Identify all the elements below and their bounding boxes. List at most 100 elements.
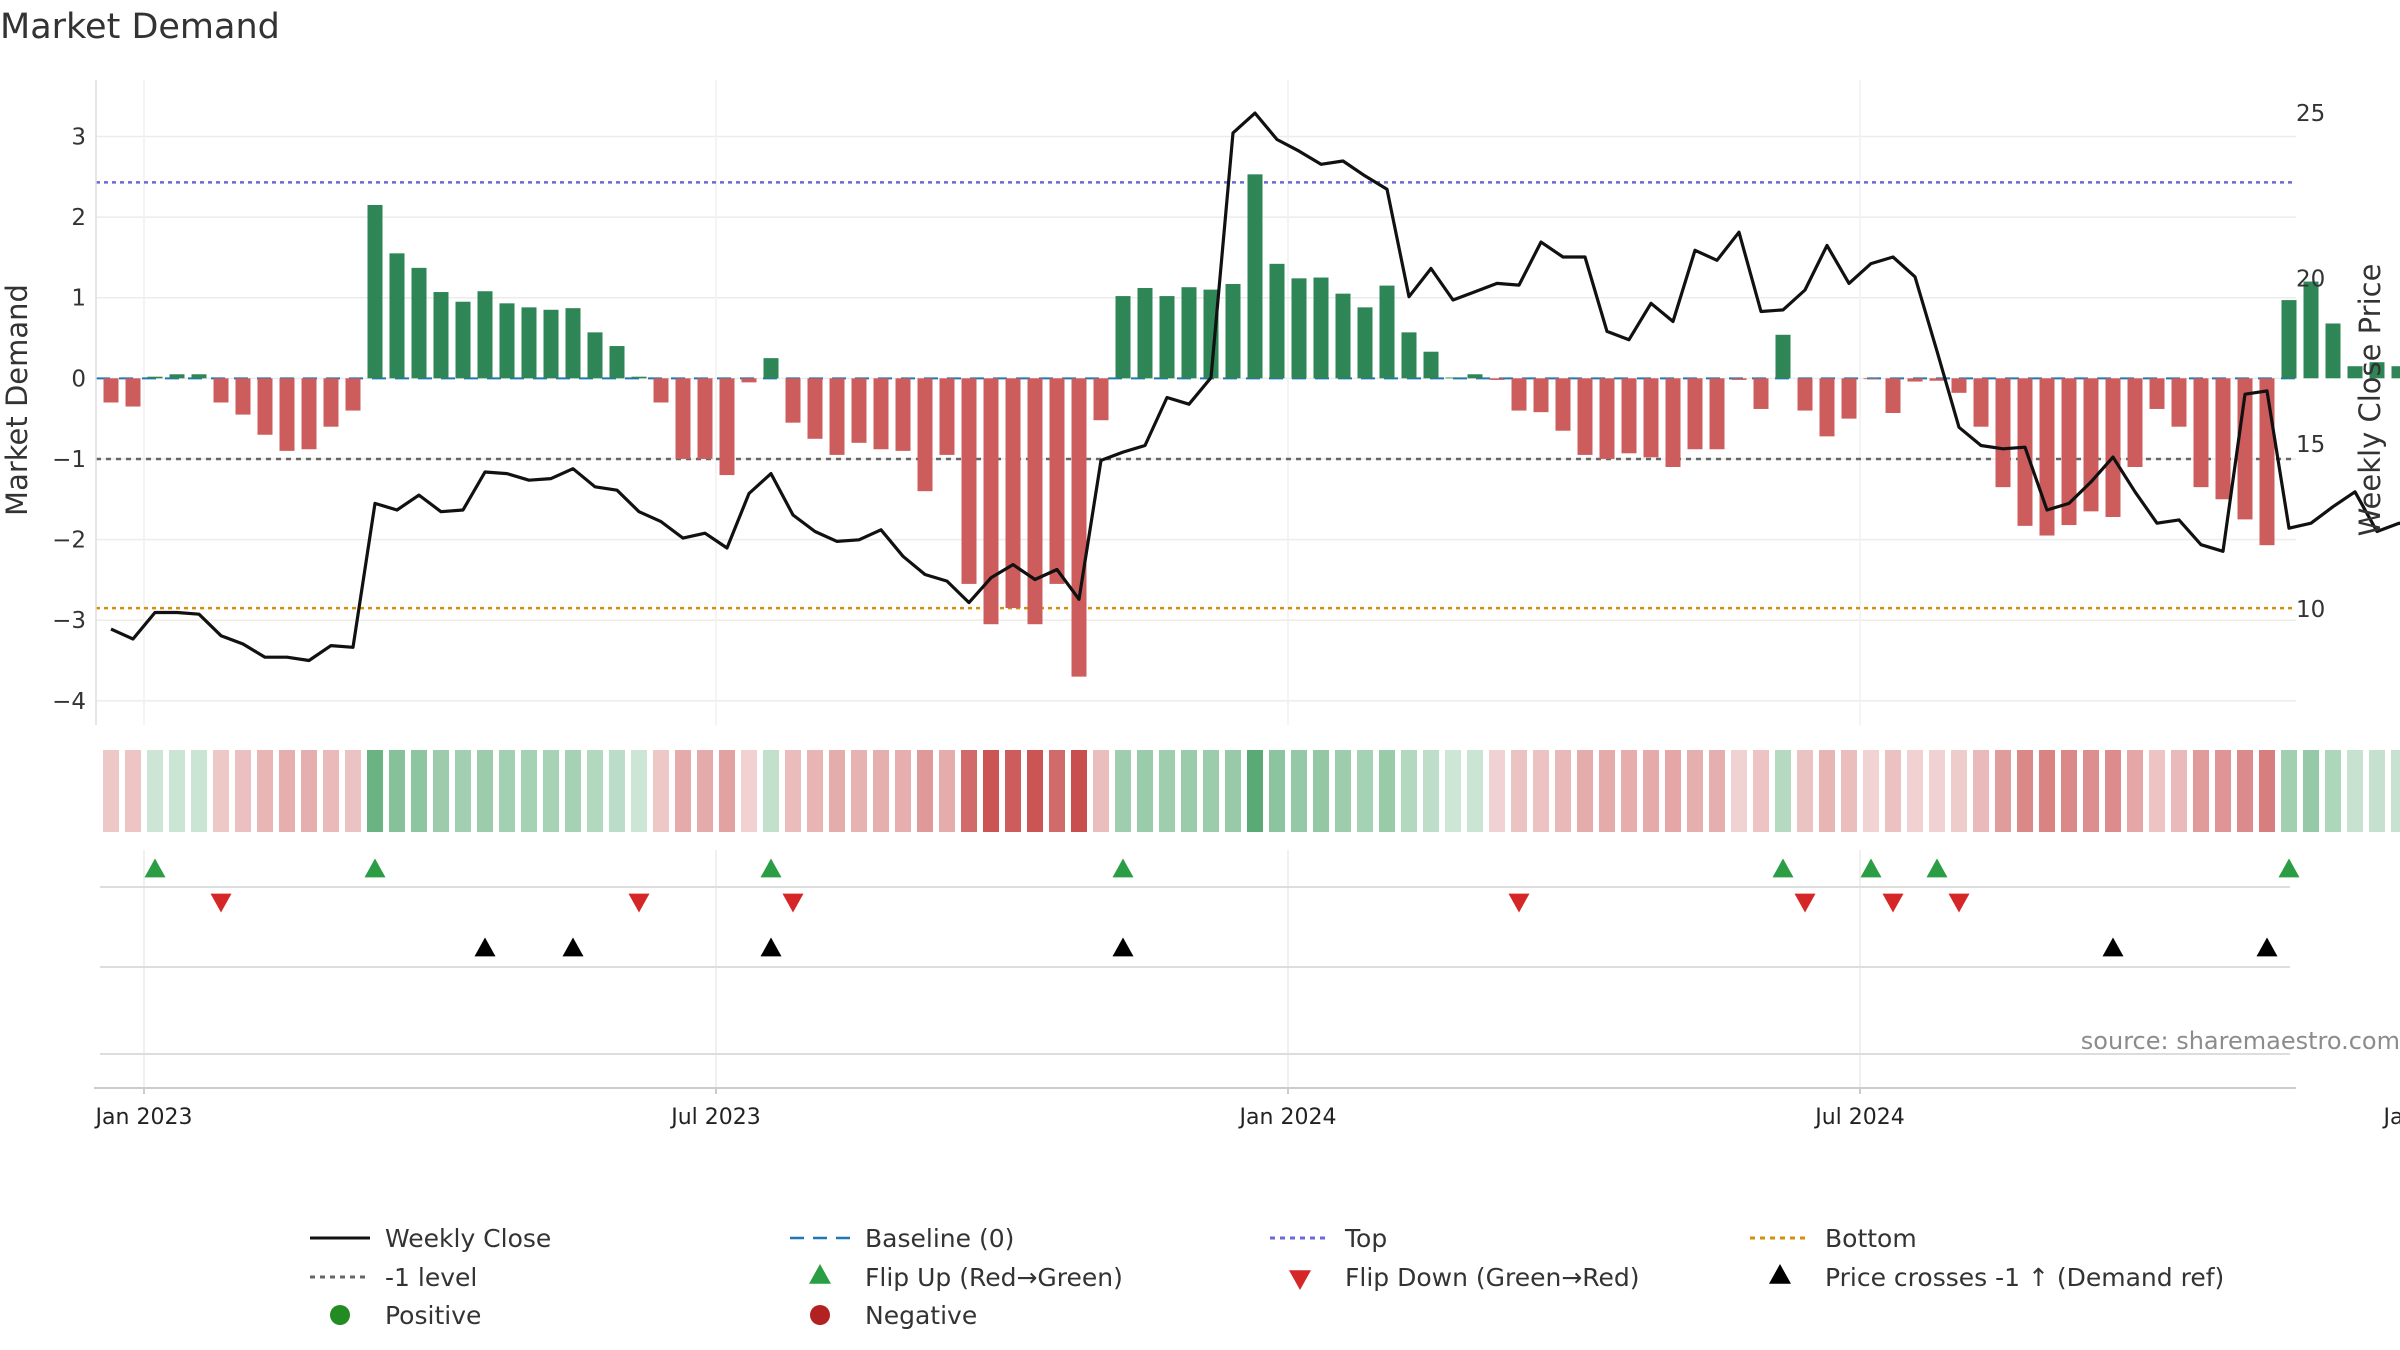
- bar-positive: [1225, 283, 1241, 379]
- heat-cell-negative: [1599, 750, 1615, 832]
- legend-label: -1 level: [385, 1263, 477, 1292]
- bar-positive: [2303, 281, 2319, 379]
- bar-negative: [675, 378, 691, 459]
- heat-cell-positive: [1269, 750, 1285, 832]
- flip-down-marker: [1794, 893, 1816, 913]
- bar-negative: [1753, 378, 1769, 409]
- x-tick-label: Jan 2025: [2382, 1105, 2400, 1130]
- heat-cell-positive: [1467, 750, 1483, 832]
- heat-cell-negative: [1027, 750, 1043, 832]
- bar-negative: [2171, 378, 2187, 427]
- weekly-close-line: [110, 111, 2400, 663]
- y-tick-right: 10: [2296, 597, 2325, 623]
- bar-negative: [1027, 378, 1043, 625]
- cross-marker: [474, 937, 496, 957]
- bar-negative: [1907, 378, 1923, 382]
- legend-label: Positive: [385, 1301, 481, 1330]
- heat-cell-negative: [2237, 750, 2253, 832]
- heat-cell-negative: [741, 750, 757, 832]
- heat-cell-negative: [983, 750, 999, 832]
- y-axis-left-label: Market Demand: [0, 284, 34, 516]
- bar-positive: [2325, 323, 2341, 379]
- heat-cell-negative: [2061, 750, 2077, 832]
- heat-cell-negative: [1731, 750, 1747, 832]
- heat-cell-positive: [1379, 750, 1395, 832]
- bar-negative: [1071, 378, 1087, 677]
- flip-down-marker: [1508, 893, 1530, 913]
- heat-cell-negative: [2193, 750, 2209, 832]
- legend-item-minus_one: -1 level: [310, 1263, 477, 1292]
- heat-cell-negative: [807, 750, 823, 832]
- heat-cell-negative: [675, 750, 691, 832]
- bar-negative: [1665, 378, 1681, 467]
- bar-positive: [1775, 334, 1791, 379]
- bar-negative: [2039, 378, 2055, 536]
- legend-label: Price crosses -1 ↑ (Demand ref): [1825, 1263, 2224, 1292]
- heat-cell-positive: [367, 750, 383, 832]
- bar-negative: [2105, 378, 2121, 517]
- heat-cell-negative: [279, 750, 295, 832]
- bar-negative: [1093, 378, 1109, 421]
- heat-cell-negative: [961, 750, 977, 832]
- heat-cell-negative: [1797, 750, 1813, 832]
- heat-cell-positive: [609, 750, 625, 832]
- bar-negative: [1797, 378, 1813, 411]
- heat-cell-negative: [697, 750, 713, 832]
- bar-negative: [125, 378, 141, 407]
- flip-up-marker: [144, 858, 166, 878]
- bar-negative: [1049, 378, 1065, 584]
- heat-cell-negative: [719, 750, 735, 832]
- heat-cell-positive: [1313, 750, 1329, 832]
- flip-up-marker: [1860, 858, 1882, 878]
- heat-cell-negative: [257, 750, 273, 832]
- bar-negative: [235, 378, 251, 415]
- heat-cell-positive: [1401, 750, 1417, 832]
- bar-negative: [1599, 378, 1615, 459]
- legend-item-cross: Price crosses -1 ↑ (Demand ref): [1769, 1263, 2224, 1292]
- heat-cell-positive: [499, 750, 515, 832]
- legend-swatch: [1289, 1270, 1311, 1290]
- bar-negative: [2127, 378, 2143, 467]
- bar-positive: [2369, 362, 2385, 379]
- legend-label: Flip Up (Red→Green): [865, 1263, 1123, 1292]
- heat-cell-positive: [2303, 750, 2319, 832]
- heat-cell-positive: [565, 750, 581, 832]
- heat-cell-negative: [1885, 750, 1901, 832]
- heat-cell-negative: [1533, 750, 1549, 832]
- cross-marker: [2102, 937, 2124, 957]
- y-tick-left: −1: [52, 447, 86, 473]
- bar-positive: [763, 358, 779, 379]
- heat-cell-negative: [2259, 750, 2275, 832]
- chart-title: Market Demand: [0, 7, 280, 47]
- bar-negative: [2259, 378, 2275, 546]
- heat-cell-negative: [213, 750, 229, 832]
- signal-markers: [94, 858, 2300, 1089]
- heat-cell-negative: [2215, 750, 2231, 832]
- heat-cell-positive: [455, 750, 471, 832]
- heat-cell-negative: [1093, 750, 1109, 832]
- bar-negative: [2061, 378, 2077, 526]
- heat-cell-negative: [785, 750, 801, 832]
- y-tick-left: 1: [71, 286, 86, 312]
- bar-negative: [213, 378, 229, 403]
- heat-cell-positive: [477, 750, 493, 832]
- heat-cell-positive: [1357, 750, 1373, 832]
- bar-negative: [1709, 378, 1725, 450]
- heat-cell-positive: [1775, 750, 1791, 832]
- flip-up-marker: [760, 858, 782, 878]
- heat-cell-negative: [323, 750, 339, 832]
- bar-positive: [477, 291, 493, 379]
- legend-label: Flip Down (Green→Red): [1345, 1263, 1640, 1292]
- heat-cell-negative: [1643, 750, 1659, 832]
- heat-cell-positive: [2281, 750, 2297, 832]
- heat-cell-negative: [653, 750, 669, 832]
- heat-cell-negative: [1577, 750, 1593, 832]
- heat-cell-negative: [301, 750, 317, 832]
- bar-negative: [1511, 378, 1527, 411]
- legend-label: Baseline (0): [865, 1224, 1014, 1253]
- heat-cell-negative: [2149, 750, 2165, 832]
- heat-cell-negative: [1511, 750, 1527, 832]
- bar-negative: [851, 378, 867, 443]
- heat-cell-positive: [1181, 750, 1197, 832]
